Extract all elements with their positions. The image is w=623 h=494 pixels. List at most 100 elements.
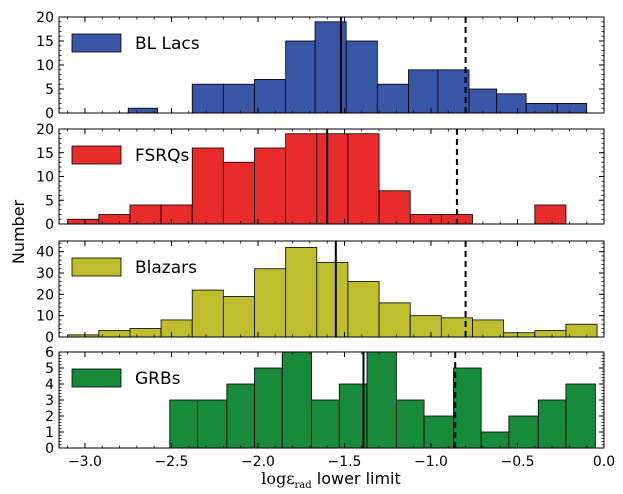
bar: [440, 317, 473, 337]
y-tick-label: 0: [45, 217, 54, 233]
x-tick-label: 0.0: [593, 454, 615, 470]
y-tick-label: 0: [45, 441, 54, 457]
x-tick-label: −0.5: [500, 454, 534, 470]
bar: [437, 69, 470, 113]
bar: [226, 383, 255, 448]
y-tick-label: 10: [36, 58, 54, 74]
bar: [537, 399, 567, 448]
y-axis-label: Number: [9, 199, 28, 264]
bar: [254, 79, 287, 113]
bar: [565, 383, 596, 448]
x-tick-label: −1.0: [414, 454, 448, 470]
y-tick-label: 6: [45, 345, 54, 361]
bar: [285, 246, 318, 337]
bar: [98, 214, 131, 224]
y-tick-label: 2: [45, 409, 54, 425]
bar: [160, 204, 193, 224]
bar: [378, 302, 411, 337]
bar: [480, 431, 510, 448]
y-tick-label: 0: [45, 330, 54, 346]
bar: [191, 289, 224, 337]
bar: [376, 83, 409, 113]
legend-swatch: [71, 33, 122, 53]
bar: [565, 323, 598, 337]
bar: [191, 83, 224, 113]
bar: [534, 204, 567, 224]
y-tick-label: 10: [36, 309, 54, 325]
panel-fsrqs: 0 5 10 15 20 FSRQs: [36, 122, 605, 233]
y-tick-label: 20: [36, 122, 54, 138]
bar: [160, 319, 193, 337]
bar: [525, 103, 558, 113]
legend-label: Blazars: [135, 258, 197, 278]
bar: [67, 218, 100, 224]
bar: [254, 268, 287, 337]
legend-label: GRBs: [135, 369, 181, 389]
bar: [98, 330, 131, 337]
legend-swatch: [71, 257, 122, 277]
bar: [345, 40, 378, 113]
bars-group: [169, 352, 596, 448]
bar: [496, 93, 527, 113]
x-tick-label: −2.5: [154, 454, 188, 470]
bar: [534, 330, 567, 337]
bar: [169, 399, 198, 448]
bar: [285, 40, 316, 113]
y-tick-label: 15: [36, 34, 54, 50]
bar: [191, 147, 224, 224]
bar: [222, 296, 255, 337]
y-tick-label: 5: [45, 82, 54, 98]
legend-label: BL Lacs: [135, 34, 200, 54]
bars-group: [127, 21, 588, 113]
y-tick-label: 5: [45, 193, 54, 209]
y-tick-label: 20: [36, 287, 54, 303]
y-tick-label: 5: [45, 361, 54, 377]
y-tick-label: 30: [36, 266, 54, 282]
legend-swatch: [71, 145, 122, 165]
bar: [378, 190, 411, 224]
bars-group: [67, 246, 598, 337]
bar: [468, 88, 498, 113]
bar: [408, 69, 439, 113]
bar: [311, 399, 340, 448]
x-tick-label: −2.0: [241, 454, 275, 470]
bar: [222, 161, 255, 224]
bar: [254, 367, 283, 448]
bar: [338, 383, 368, 448]
y-tick-label: 4: [45, 377, 54, 393]
x-axis-label: logεrad lower limit: [261, 469, 401, 490]
bar: [222, 83, 255, 113]
bar: [472, 319, 505, 337]
legend-swatch: [71, 368, 122, 388]
bar: [453, 367, 482, 448]
bar: [129, 328, 162, 337]
y-tick-label: 20: [36, 10, 54, 26]
panel-blazars: 0 10 20 30 40 Blazars: [36, 240, 605, 346]
x-tick-label: −1.5: [327, 454, 361, 470]
panel-bl-lacs: 0 5 10 15 20 BL Lacs: [36, 10, 605, 122]
bar: [316, 133, 349, 224]
panel-frame: [58, 240, 605, 338]
y-tick-label: 15: [36, 146, 54, 162]
y-tick-label: 1: [45, 425, 54, 441]
legend-label: FSRQs: [135, 146, 189, 166]
bar: [395, 399, 425, 448]
bar: [254, 147, 287, 224]
bar: [423, 415, 454, 448]
y-tick-label: 0: [45, 106, 54, 122]
bar: [409, 315, 442, 337]
bar: [508, 415, 539, 448]
bar: [366, 352, 397, 448]
bar: [556, 103, 588, 113]
x-tick-label: −3.0: [68, 454, 102, 470]
y-tick-label: 40: [36, 245, 54, 261]
bar: [127, 107, 159, 113]
bar: [347, 281, 380, 337]
bar: [197, 399, 228, 448]
bar: [409, 214, 442, 224]
bar: [316, 261, 349, 337]
bar: [285, 133, 318, 224]
